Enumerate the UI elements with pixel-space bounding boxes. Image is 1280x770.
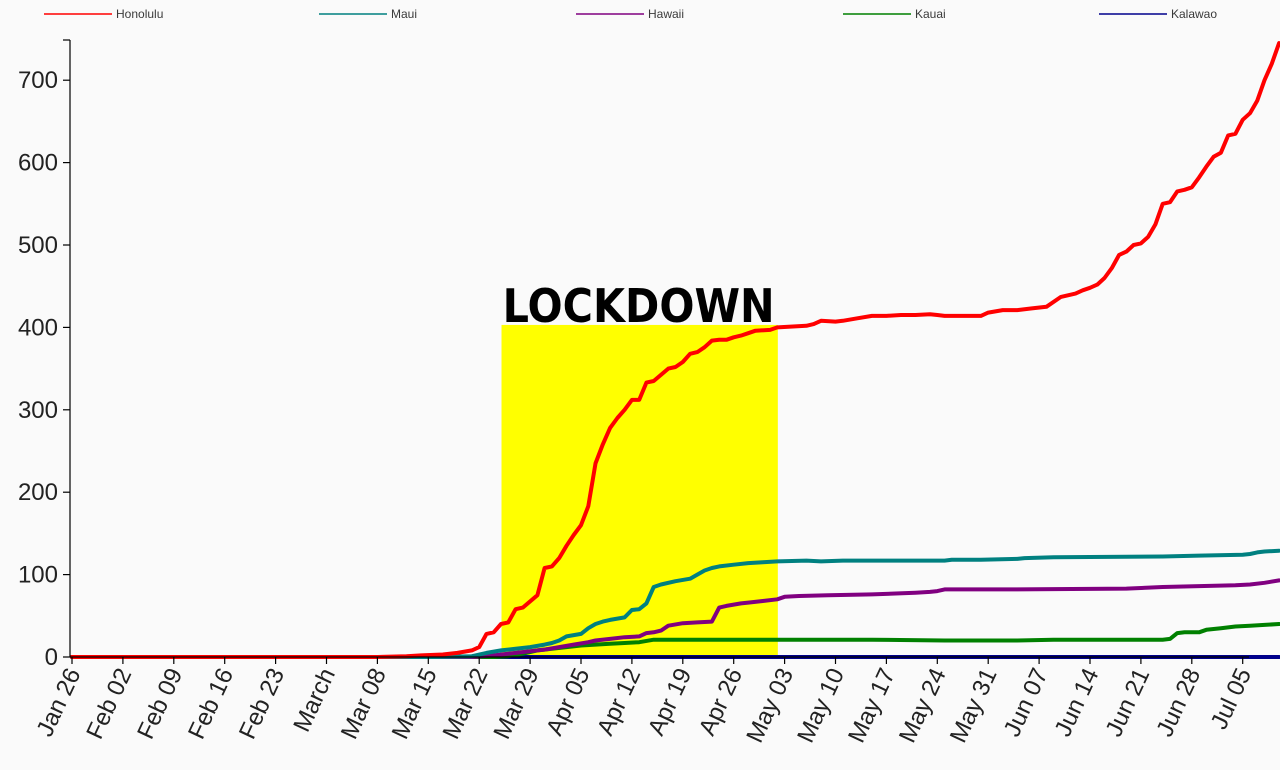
x-tick-label: March xyxy=(288,664,341,736)
x-tick-label: Jun 28 xyxy=(1151,664,1206,741)
y-tick-label: 600 xyxy=(18,150,58,177)
x-tick-label: Apr 26 xyxy=(694,664,748,740)
x-tick-label: Jun 07 xyxy=(999,664,1054,741)
x-tick-label: May 31 xyxy=(945,664,1003,747)
legend-label: Honolulu xyxy=(116,7,163,21)
legend-item-kalawao: Kalawao xyxy=(1099,7,1217,21)
x-tick-label: Mar 08 xyxy=(336,664,392,743)
series-line-hawaii xyxy=(70,578,1280,659)
y-tick-label: 200 xyxy=(18,479,58,506)
x-tick-label: Jan 26 xyxy=(32,664,87,741)
y-tick-label: 700 xyxy=(18,67,58,94)
x-tick-label: May 17 xyxy=(843,664,901,747)
legend-label: Hawaii xyxy=(648,7,684,21)
x-tick-label: Jun 21 xyxy=(1100,664,1155,741)
x-tick-label: Feb 23 xyxy=(234,664,290,743)
x-tick-label: Feb 09 xyxy=(132,664,188,743)
x-tick-label: Feb 02 xyxy=(81,664,137,743)
x-tick-label: Mar 15 xyxy=(387,664,443,743)
legend-label: Kalawao xyxy=(1171,7,1217,21)
legend-label: Maui xyxy=(391,7,417,21)
series-line-maui xyxy=(70,548,1280,659)
series-line-honolulu xyxy=(70,41,1280,659)
y-tick-label: 0 xyxy=(45,644,58,671)
x-tick-label: Apr 19 xyxy=(643,664,697,740)
x-tick-label: Jul 05 xyxy=(1206,664,1258,733)
x-tick-label: Jun 14 xyxy=(1050,664,1105,741)
y-tick-label: 100 xyxy=(18,562,58,589)
x-tick-label: Feb 16 xyxy=(183,664,239,743)
x-tick-label: Apr 05 xyxy=(541,664,595,740)
x-tick-label: Mar 29 xyxy=(488,664,544,743)
x-tick-label: May 03 xyxy=(741,664,799,747)
lockdown-label: LOCKDOWN xyxy=(503,279,775,333)
legend-item-maui: Maui xyxy=(319,7,417,21)
lockdown-highlight xyxy=(501,324,778,657)
y-tick-label: 400 xyxy=(18,314,58,341)
x-tick-label: Apr 12 xyxy=(592,664,646,740)
legend-item-honolulu: Honolulu xyxy=(44,7,163,21)
legend-item-hawaii: Hawaii xyxy=(576,7,684,21)
y-tick-label: 500 xyxy=(18,232,58,259)
legend-label: Kauai xyxy=(915,7,946,21)
legend-item-kauai: Kauai xyxy=(843,7,946,21)
x-tick-label: May 24 xyxy=(894,664,952,747)
lockdown-annotation: LOCKDOWN xyxy=(501,279,778,657)
x-tick-label: May 10 xyxy=(792,664,850,747)
y-tick-label: 300 xyxy=(18,397,58,424)
x-tick-label: Mar 22 xyxy=(438,664,494,743)
legend: Honolulu Maui Hawaii Kauai Kalawao xyxy=(44,7,1217,21)
